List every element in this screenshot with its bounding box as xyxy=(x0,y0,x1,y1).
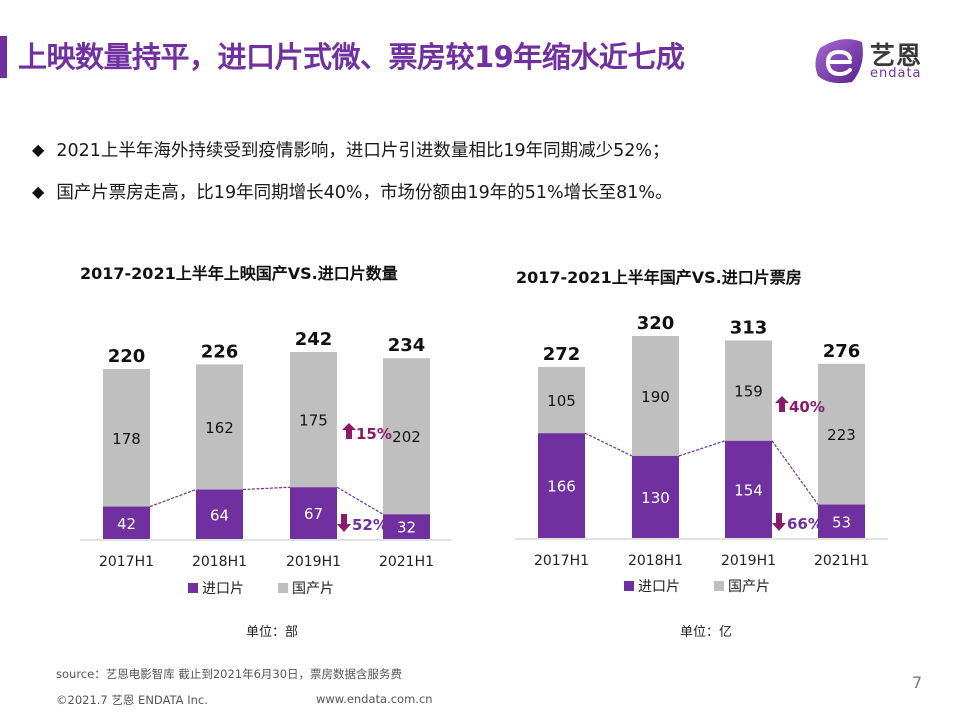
bar-imported xyxy=(725,440,772,538)
data-label-total: 276 xyxy=(823,341,861,362)
legend-label-imported: 进口片 xyxy=(202,581,244,597)
data-label-domestic: 190 xyxy=(641,388,670,406)
bar-imported xyxy=(538,433,585,538)
bar-domestic xyxy=(538,366,585,434)
legend-label-domestic: 国产片 xyxy=(292,581,334,597)
annotation-decrease: 52% xyxy=(352,516,388,534)
annotation-decrease: 66% xyxy=(787,515,823,533)
bar-imported xyxy=(290,487,337,539)
data-label-domestic: 223 xyxy=(827,426,856,444)
diamond-bullet-icon: ◆ xyxy=(32,181,45,201)
x-tick-label: 2021H1 xyxy=(814,553,869,569)
data-label-imported: 53 xyxy=(832,513,851,531)
bar-domestic xyxy=(103,369,150,507)
data-label-imported: 67 xyxy=(304,505,323,523)
bar-imported xyxy=(383,514,430,539)
bar-domestic xyxy=(196,364,243,490)
legend-swatch-domestic xyxy=(714,581,724,591)
data-label-domestic: 175 xyxy=(299,412,328,430)
data-label-imported: 32 xyxy=(397,519,416,537)
bar-domestic xyxy=(383,358,430,515)
bar-domestic xyxy=(290,352,337,488)
data-label-total: 320 xyxy=(637,313,675,334)
footer-source: source：艺恩电影智库 截止到2021年6月30日，票房数据含服务费 xyxy=(56,667,403,681)
x-tick-label: 2017H1 xyxy=(99,554,154,570)
data-label-imported: 64 xyxy=(210,506,229,524)
data-label-imported: 154 xyxy=(734,481,763,499)
legend-label-domestic: 国产片 xyxy=(728,579,770,595)
footer-copyright: ©2021.7 艺恩 ENDATA Inc. xyxy=(56,693,208,707)
logo-text-en: endata xyxy=(870,66,922,81)
bar-imported xyxy=(196,489,243,539)
bar-imported xyxy=(818,504,865,538)
chart-title-count: 2017-2021上半年上映国产VS.进口片数量 xyxy=(80,264,398,283)
arrow-up-icon xyxy=(342,423,356,439)
arrow-down-icon xyxy=(337,514,351,532)
arrow-down-icon xyxy=(772,513,786,531)
x-tick-label: 2021H1 xyxy=(379,554,434,570)
bar-imported xyxy=(103,506,150,539)
unit-label: 单位：部 xyxy=(246,625,298,640)
data-label-total: 242 xyxy=(295,329,333,350)
chart-title-boxoffice: 2017-2021上半年国产VS.进口片票房 xyxy=(516,268,802,287)
x-tick-label: 2018H1 xyxy=(192,554,247,570)
data-label-imported: 42 xyxy=(117,515,136,533)
series-connector-line xyxy=(678,440,726,457)
data-label-domestic: 178 xyxy=(112,430,141,448)
data-label-total: 313 xyxy=(730,317,768,338)
logo-text-cn: 艺恩 xyxy=(870,41,923,70)
series-connector-line xyxy=(584,432,633,457)
page-title: 上映数量持平，进口片式微、票房较19年缩水近七成 xyxy=(18,40,685,74)
data-label-domestic: 202 xyxy=(392,428,421,446)
endata-logo: 艺恩 endata xyxy=(812,36,942,86)
bullet-text: 2021上半年海外持续受到疫情影响，进口片引进数量相比19年同期减少52%； xyxy=(56,140,670,161)
annotation-increase: 15% xyxy=(356,425,392,443)
legend-swatch-imported xyxy=(188,583,198,593)
annotation-increase: 40% xyxy=(789,398,825,416)
data-label-domestic: 162 xyxy=(205,419,234,437)
bullet-list: ◆ 2021上半年海外持续受到疫情影响，进口片引进数量相比19年同期减少52%；… xyxy=(32,128,673,212)
legend-swatch-imported xyxy=(624,581,634,591)
bar-domestic xyxy=(632,336,679,456)
data-label-imported: 166 xyxy=(547,478,576,496)
series-connector-line xyxy=(242,486,291,491)
bar-domestic xyxy=(725,340,772,441)
legend-swatch-domestic xyxy=(278,583,288,593)
legend-label-imported: 进口片 xyxy=(638,579,680,595)
bullet-text: 国产片票房走高，比19年同期增长40%，市场份额由19年的51%增长至81%。 xyxy=(56,182,673,203)
bullet-item: ◆ 2021上半年海外持续受到疫情影响，进口片引进数量相比19年同期减少52%； xyxy=(32,128,673,170)
data-label-domestic: 159 xyxy=(734,383,763,401)
x-tick-label: 2019H1 xyxy=(721,553,776,569)
series-connector-line xyxy=(336,486,384,515)
data-label-imported: 130 xyxy=(641,489,670,507)
x-tick-label: 2018H1 xyxy=(628,553,683,569)
footer-website: www.endata.com.cn xyxy=(316,692,433,706)
x-tick-label: 2019H1 xyxy=(286,554,341,570)
title-accent-bar xyxy=(0,36,7,78)
diamond-bullet-icon: ◆ xyxy=(32,139,45,159)
bullet-item: ◆ 国产片票房走高，比19年同期增长40%，市场份额由19年的51%增长至81%… xyxy=(32,170,673,212)
endata-logo-icon xyxy=(815,39,863,84)
data-label-total: 220 xyxy=(108,346,146,367)
series-connector-line xyxy=(771,440,819,505)
bar-domestic xyxy=(818,363,865,505)
data-label-total: 226 xyxy=(201,341,239,362)
data-label-domestic: 105 xyxy=(547,392,576,410)
x-tick-label: 2017H1 xyxy=(534,553,589,569)
page-number: 7 xyxy=(912,673,923,692)
data-label-total: 234 xyxy=(388,335,426,356)
series-connector-line xyxy=(149,488,197,508)
arrow-up-icon xyxy=(775,396,789,412)
unit-label: 单位：亿 xyxy=(680,625,732,640)
bar-imported xyxy=(632,455,679,538)
data-label-total: 272 xyxy=(543,344,581,365)
